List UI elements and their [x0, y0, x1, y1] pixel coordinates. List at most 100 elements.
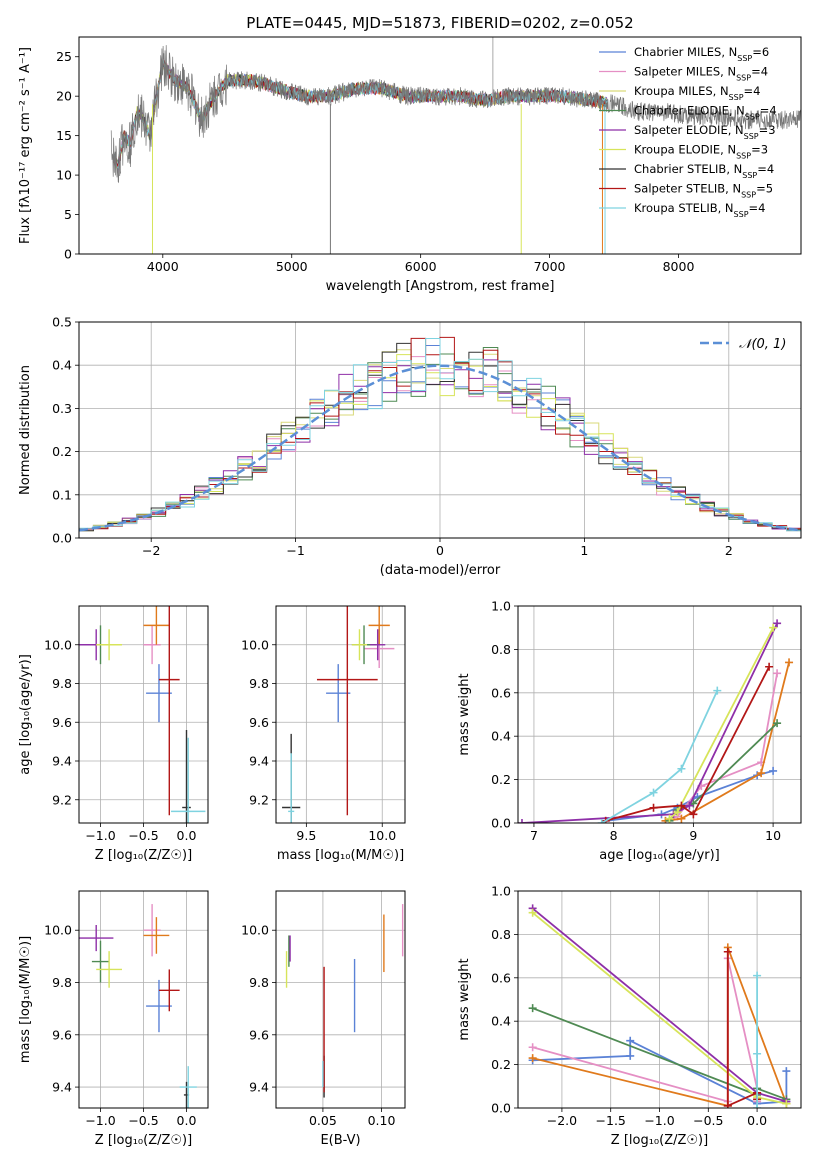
spectrum-lines	[110, 37, 801, 254]
y-tick-label: 0.2	[491, 1057, 511, 1072]
weight-marker	[649, 788, 658, 797]
y-tick-label: 0.6	[491, 970, 511, 985]
legend-label-sub: SSP	[744, 132, 759, 141]
weight-marker	[773, 669, 782, 678]
errorbar-point	[96, 629, 122, 661]
weight-marker	[723, 947, 732, 956]
y-tick-label: 25	[56, 49, 72, 64]
weight-marker	[626, 1036, 635, 1045]
axes-frame	[275, 890, 406, 1109]
model-line	[113, 60, 608, 170]
age-vs-metallicity-panel: −1.0 −0.5 0.0 9.2 9.4 9.6 9.8 10.0 Z [log₁₀(Z/Z☉…	[18, 605, 209, 863]
x-tick-label: 9	[689, 828, 697, 843]
y-tick-label: 0.4	[52, 358, 72, 373]
errorbar-point	[143, 917, 170, 954]
legend-label-tail: =4	[760, 104, 777, 118]
y-tick-label: 0.1	[52, 487, 72, 502]
y-tick-label: 0.8	[491, 642, 511, 657]
weight-marker	[677, 764, 686, 773]
weight-marker	[528, 908, 537, 917]
x-tick-label: 0	[436, 543, 444, 558]
legend-label-sub: SSP	[737, 54, 752, 63]
histogram-series	[79, 338, 801, 532]
errorbar-point	[91, 940, 110, 983]
y-tick-label: 9.2	[249, 792, 269, 807]
y-axis-label: age [log₁₀(age/yr)]	[18, 654, 33, 775]
y-tick-label: 10.0	[241, 923, 269, 938]
legend-label-tail: =3	[751, 143, 768, 157]
weight-marker	[765, 662, 774, 671]
errorbar-point	[368, 606, 390, 645]
axes-frame	[517, 890, 802, 1109]
y-tick-label: 9.4	[249, 1080, 269, 1095]
y-tick-label: 0.0	[52, 531, 72, 546]
weight-marker	[528, 1043, 537, 1052]
weight-lines	[528, 904, 791, 1108]
legend-label-main: Kroupa MILES, N	[634, 84, 729, 98]
x-tick-label: 8	[610, 828, 618, 843]
errorbar-point	[288, 753, 295, 823]
legend-label-sub: SSP	[742, 171, 757, 180]
x-axis-label: mass [log₁₀(M/M☉)]	[277, 848, 404, 863]
x-tick-label: −1.5	[596, 1113, 626, 1128]
x-axis-label: Z [log₁₀(Z/Z☉)]	[95, 848, 192, 863]
legend-label-tail: =6	[752, 45, 769, 59]
weight-marker	[753, 1049, 762, 1058]
normal-curve	[79, 364, 801, 532]
legend-label-sub: SSP	[729, 93, 744, 102]
legend-label: Chabrier STELIB, NSSP=4	[634, 162, 774, 180]
legend-label: Kroupa MILES, NSSP=4	[634, 84, 760, 102]
model-line	[113, 59, 608, 170]
x-tick-label: 5000	[276, 259, 308, 274]
y-tick-label: 9.8	[52, 975, 72, 990]
y-tick-label: 0.4	[491, 729, 511, 744]
legend-label-main: Salpeter MILES, N	[634, 65, 736, 79]
weight-marker	[769, 766, 778, 775]
y-tick-label: 9.6	[52, 715, 72, 730]
axes-frame	[78, 890, 209, 1109]
errorbar-point	[143, 625, 161, 665]
legend-label-main: Chabrier ELODIE, N	[634, 104, 745, 118]
weight-marker	[528, 1054, 537, 1063]
mass-weight-vs-age-panel: 7 8 9 10 0.0 0.2 0.4 0.6 0.8 1.0 age [log₁₀(age/yr…	[457, 599, 802, 863]
x-axis-label: age [log₁₀(age/yr)]	[599, 848, 720, 863]
x-tick-label: 7000	[534, 259, 566, 274]
legend-label-tail: =4	[749, 201, 766, 215]
y-tick-label: 0.0	[491, 816, 511, 831]
x-tick-label: −0.5	[128, 1113, 158, 1128]
weight-marker	[782, 1067, 791, 1076]
y-axis-label: mass weight	[457, 673, 472, 755]
errorbar-point	[146, 664, 172, 723]
weight-marker	[723, 1101, 732, 1108]
mass-vs-reddening-panel: 0.05 0.10 9.4 9.6 9.8 10.0 E(B-V)	[241, 890, 406, 1148]
spectrum-panel: 4000 5000 6000 7000 8000 0 5 10 15 20 25 wavelength…	[18, 36, 802, 294]
age-vs-mass-panel: 9.5 10.0 9.2 9.4 9.6 9.8 10.0 mass [log₁₀(M/M☉)…	[241, 605, 406, 863]
errorbar-point	[182, 730, 191, 823]
y-axis-label: Flux [fλ10⁻¹⁷ erg cm⁻² s⁻¹ A⁻¹]	[18, 47, 33, 244]
x-tick-label: 8000	[663, 259, 695, 274]
model-line	[113, 60, 608, 170]
errorbar-points	[79, 904, 197, 1108]
legend-label: Kroupa ELODIE, NSSP=3	[634, 143, 768, 161]
errorbar-point	[143, 904, 161, 957]
weight-marker	[685, 801, 694, 810]
y-tick-label: 9.8	[249, 975, 269, 990]
axes-frame	[78, 605, 209, 824]
x-tick-label: 4000	[147, 259, 179, 274]
errorbar-point	[79, 924, 114, 952]
legend-label-main: Salpeter STELIB, N	[634, 182, 741, 196]
y-tick-label: 9.4	[249, 754, 269, 769]
weight-marker	[677, 814, 686, 823]
errorbar-point	[96, 951, 122, 988]
x-axis-label: E(B-V)	[320, 1133, 360, 1148]
y-tick-label: 0.3	[52, 401, 72, 416]
weight-series-line	[521, 623, 778, 823]
x-tick-label: −1.0	[85, 828, 115, 843]
x-tick-label: 10.0	[368, 828, 396, 843]
x-tick-label: 0.0	[177, 828, 197, 843]
x-axis-label: Z [log₁₀(Z/Z☉)]	[95, 1133, 192, 1148]
histogram-lines	[79, 336, 801, 533]
x-tick-label: 0.0	[747, 1113, 767, 1128]
model-line	[113, 61, 608, 165]
